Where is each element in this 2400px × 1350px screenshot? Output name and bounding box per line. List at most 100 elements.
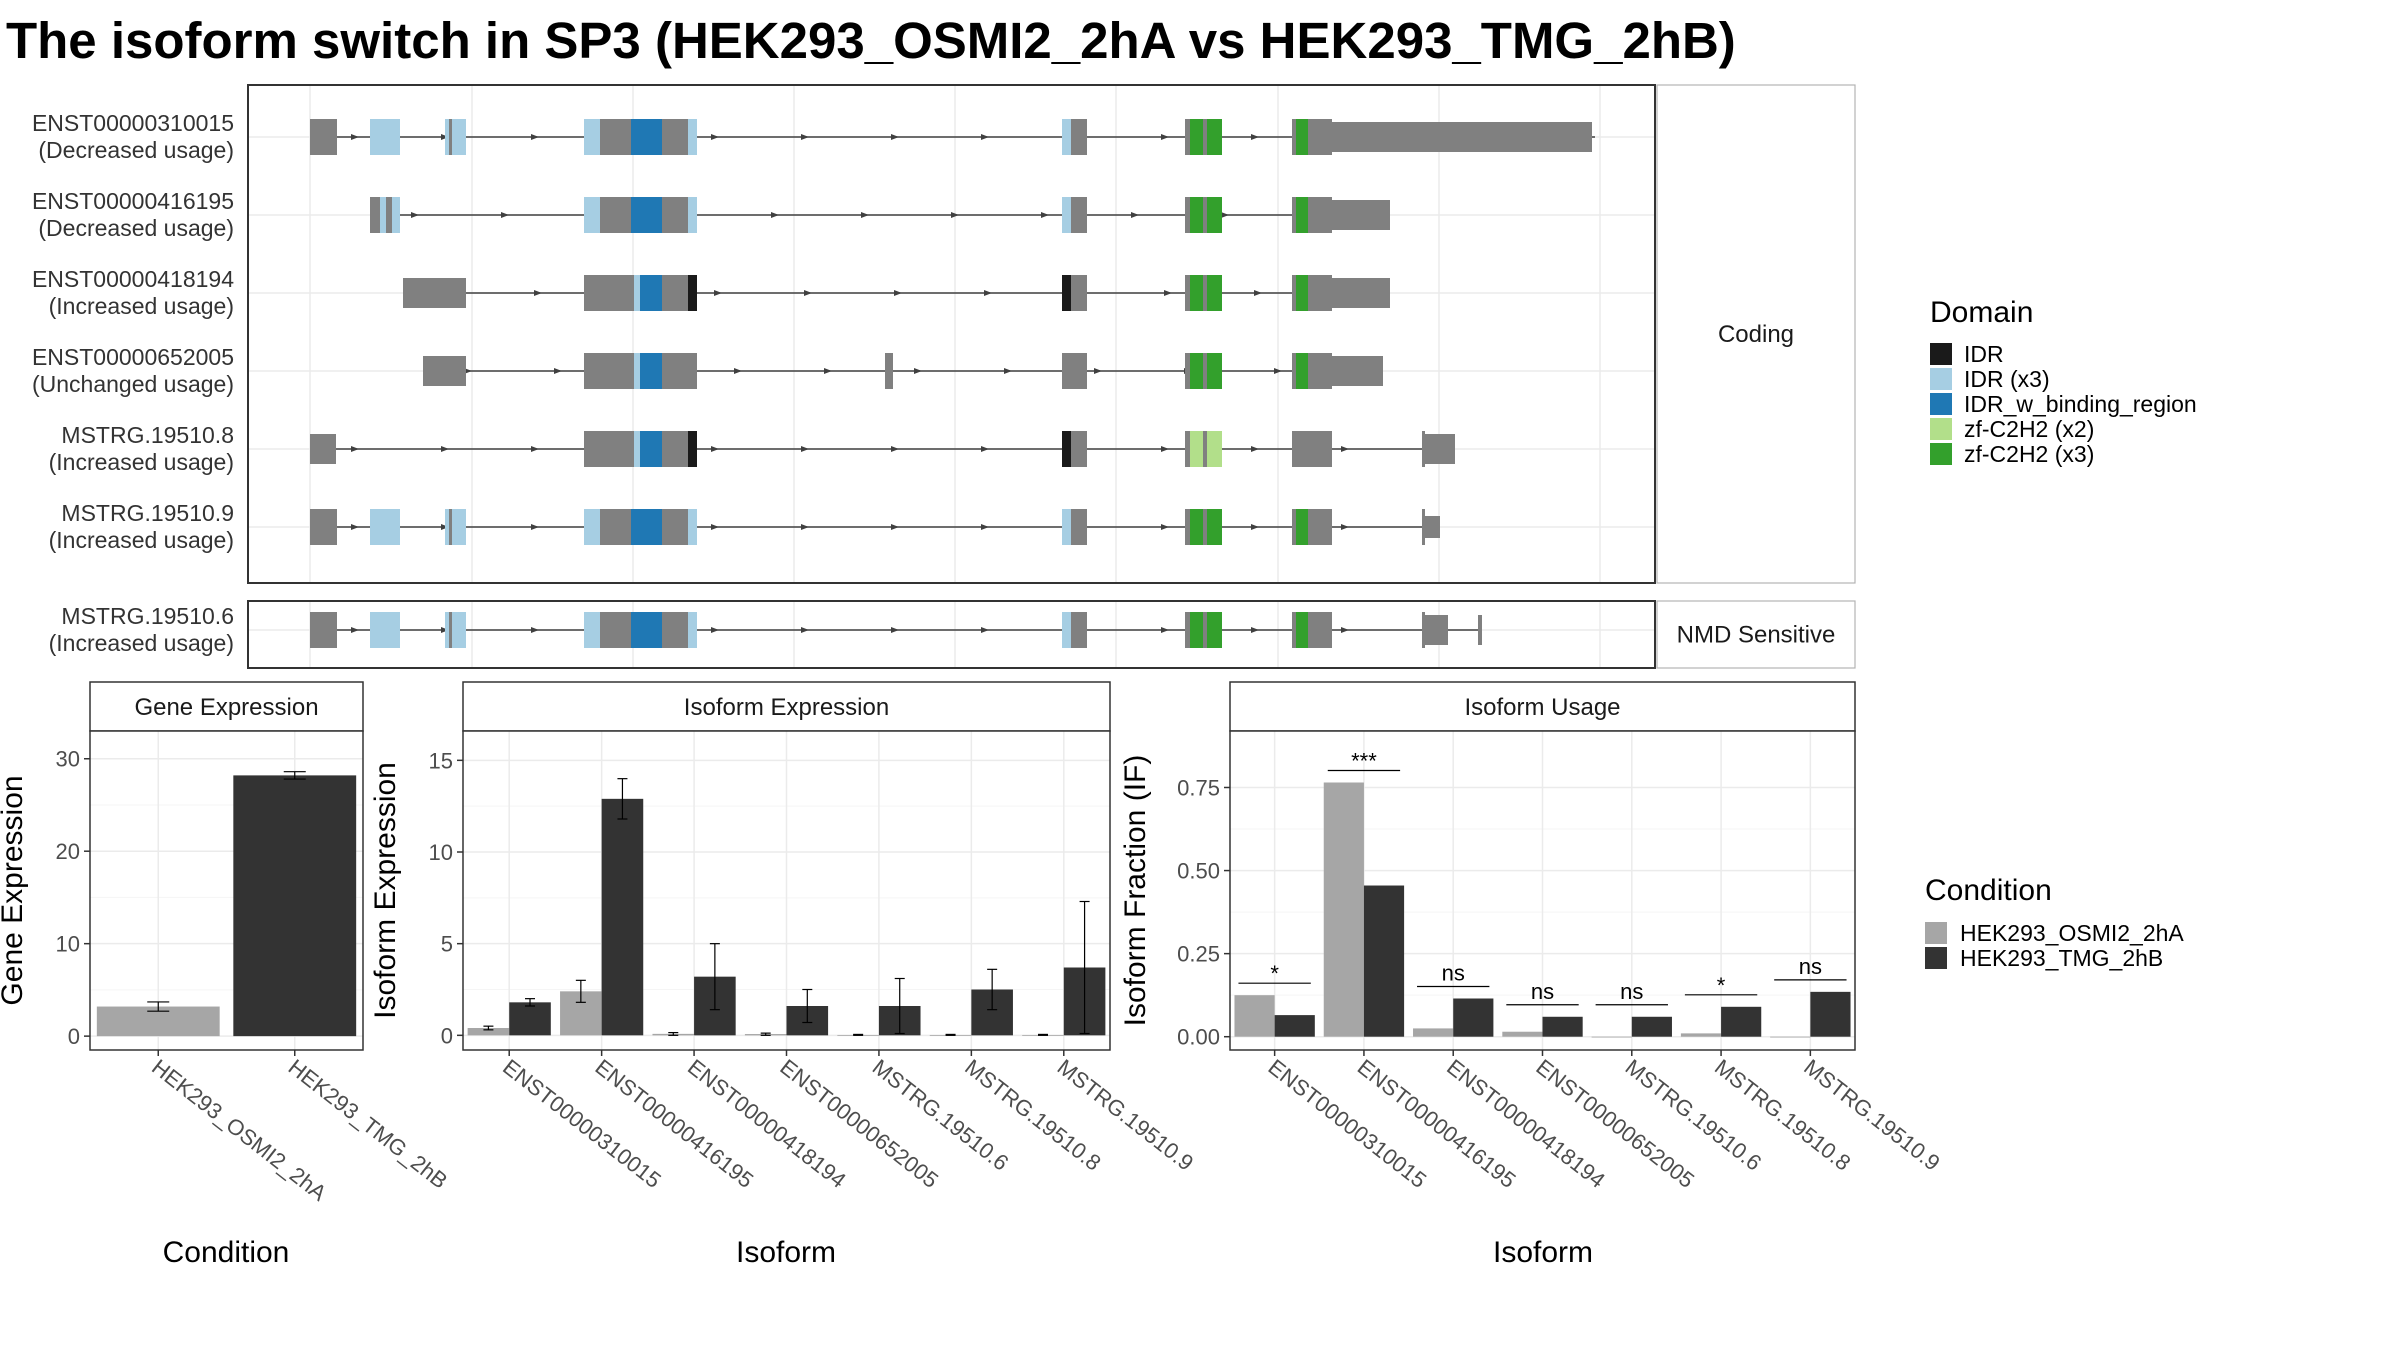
intron-arrow bbox=[981, 524, 989, 530]
intron-arrow bbox=[1221, 212, 1229, 218]
bar bbox=[1453, 998, 1494, 1037]
exon-block bbox=[1422, 509, 1425, 545]
exon-block bbox=[662, 353, 697, 389]
exon-block bbox=[1292, 353, 1296, 389]
utr-block bbox=[403, 278, 466, 308]
intron-arrow bbox=[531, 524, 539, 530]
domain-block bbox=[584, 509, 600, 545]
domain-block bbox=[452, 509, 466, 545]
isoform-usage-status: (Increased usage) bbox=[49, 527, 234, 553]
legend-key bbox=[1930, 343, 1952, 365]
intron-arrow bbox=[1161, 524, 1169, 530]
exon-block bbox=[662, 612, 688, 648]
exon-block bbox=[1071, 431, 1087, 467]
utr-block bbox=[1425, 615, 1448, 645]
bar bbox=[1680, 1033, 1722, 1037]
domain-block bbox=[634, 275, 640, 311]
bar bbox=[1542, 1016, 1583, 1037]
intron-arrow bbox=[351, 446, 359, 452]
intron-arrow bbox=[1094, 368, 1102, 374]
y-tick-label: 20 bbox=[56, 839, 80, 864]
utr-block bbox=[1332, 356, 1383, 386]
isoform-track: ENST00000418194(Increased usage) bbox=[32, 266, 1390, 319]
domain-block bbox=[1207, 353, 1222, 389]
facet-strip-label: NMD Sensitive bbox=[1677, 622, 1836, 649]
y-tick-label: 0.75 bbox=[1177, 775, 1220, 800]
exon-block bbox=[370, 197, 380, 233]
facet-strip bbox=[1656, 84, 1856, 584]
domain-block bbox=[1296, 119, 1308, 155]
intron-arrow bbox=[891, 134, 899, 140]
intron-arrow bbox=[894, 290, 902, 296]
intron-arrow bbox=[351, 524, 359, 530]
chart-title: Gene Expression bbox=[134, 694, 318, 721]
exon-block bbox=[1308, 353, 1332, 389]
exon-block bbox=[1292, 431, 1332, 467]
exon-block bbox=[1203, 353, 1207, 389]
exon-block bbox=[600, 509, 631, 545]
panel-background bbox=[248, 85, 1655, 583]
bar bbox=[467, 1028, 510, 1036]
exon-block bbox=[584, 353, 634, 389]
exon-block bbox=[662, 431, 688, 467]
exon-block bbox=[1308, 509, 1332, 545]
bar bbox=[601, 798, 644, 1036]
legend-key bbox=[1925, 922, 1947, 944]
utr-block bbox=[1332, 278, 1390, 308]
x-tick-label: ENST00000310015 bbox=[498, 1054, 666, 1193]
bar bbox=[1770, 1036, 1811, 1038]
intron-arrow bbox=[914, 368, 922, 374]
exon-block bbox=[1308, 119, 1332, 155]
bar bbox=[1323, 782, 1364, 1037]
domain-block bbox=[1190, 431, 1203, 467]
intron-arrow bbox=[531, 627, 539, 633]
utr-block bbox=[1332, 122, 1592, 152]
exon-block bbox=[1425, 516, 1440, 538]
bar bbox=[1631, 1016, 1672, 1037]
exon-block bbox=[1308, 197, 1332, 233]
intron-arrow bbox=[801, 524, 809, 530]
intron-arrow bbox=[351, 627, 359, 633]
domain-block bbox=[631, 612, 662, 648]
x-axis-title: Isoform bbox=[1493, 1236, 1593, 1269]
legend-label: zf-C2H2 (x3) bbox=[1964, 441, 2094, 467]
exon-block bbox=[1203, 612, 1207, 648]
domain-block bbox=[452, 119, 466, 155]
exon-block bbox=[885, 353, 893, 389]
exon-block bbox=[1071, 612, 1087, 648]
intron-arrow bbox=[981, 627, 989, 633]
y-tick-label: 10 bbox=[56, 932, 80, 957]
x-tick-label: ENST00000418194 bbox=[1442, 1054, 1610, 1193]
bar-charts: Gene Expression0102030HEK293_OSMI2_2hAHE… bbox=[0, 681, 1945, 1269]
chart-title: Isoform Usage bbox=[1464, 694, 1620, 721]
domain-block bbox=[1207, 119, 1222, 155]
intron-arrow bbox=[554, 368, 562, 374]
bar bbox=[1721, 1006, 1762, 1037]
isoform-label: MSTRG.19510.8 bbox=[61, 422, 234, 448]
isoform-track: MSTRG.19510.6(Increased usage) bbox=[49, 603, 1482, 656]
y-tick-label: 0 bbox=[68, 1024, 80, 1049]
intron-arrow bbox=[1274, 368, 1282, 374]
exon-block bbox=[1185, 353, 1190, 389]
domain-block bbox=[640, 353, 662, 389]
isoform-label: MSTRG.19510.6 bbox=[61, 603, 234, 629]
domain-block bbox=[445, 509, 449, 545]
domain-block bbox=[584, 612, 600, 648]
domain-block bbox=[1296, 612, 1308, 648]
significance-label: ns bbox=[1442, 960, 1465, 985]
domain-block bbox=[640, 431, 662, 467]
y-tick-label: 15 bbox=[429, 748, 453, 773]
domain-block bbox=[1207, 431, 1222, 467]
exon-block bbox=[1071, 119, 1087, 155]
intron-arrow bbox=[861, 212, 869, 218]
intron-arrow bbox=[1161, 627, 1169, 633]
intron-arrow bbox=[1251, 446, 1259, 452]
legend-key bbox=[1925, 947, 1947, 969]
bar bbox=[1810, 991, 1851, 1037]
facet-strip bbox=[1656, 600, 1856, 669]
exon-block bbox=[1292, 119, 1296, 155]
isoform-usage-status: (Unchanged usage) bbox=[32, 371, 234, 397]
chart-strip bbox=[462, 681, 1111, 732]
